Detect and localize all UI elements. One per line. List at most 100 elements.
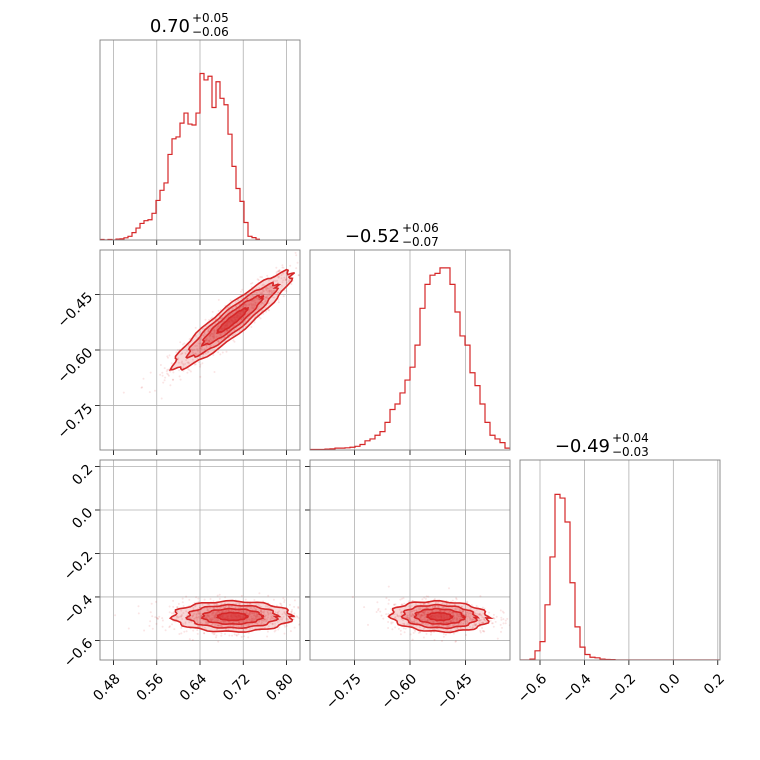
sample-point — [237, 633, 240, 636]
sample-point — [225, 350, 228, 353]
sample-point — [278, 626, 281, 629]
sample-point — [275, 271, 278, 274]
sample-point — [232, 334, 235, 337]
sample-point — [224, 633, 226, 635]
sample-point — [423, 612, 425, 615]
sample-point — [215, 335, 218, 338]
sample-point — [442, 606, 445, 609]
sample-point — [391, 628, 394, 631]
sample-point — [238, 329, 241, 332]
sample-point — [209, 598, 212, 600]
sample-point — [239, 606, 242, 609]
sample-point — [259, 317, 262, 320]
sample-point — [495, 615, 498, 618]
sample-point — [199, 617, 202, 620]
sample-point — [201, 346, 204, 349]
sample-point — [375, 611, 378, 613]
sample-point — [483, 619, 486, 622]
sample-point — [460, 605, 463, 608]
sample-point — [186, 371, 189, 374]
sample-point — [206, 614, 209, 617]
sample-point — [212, 611, 215, 614]
sample-point — [216, 326, 219, 329]
sample-point — [482, 616, 485, 619]
panel-title: −0.52 — [345, 226, 400, 247]
sample-point — [286, 618, 289, 621]
sample-point — [282, 272, 285, 275]
sample-point — [453, 616, 456, 619]
sample-point — [182, 605, 185, 607]
sample-point — [182, 362, 184, 365]
sample-point — [259, 612, 262, 615]
sample-point — [283, 612, 286, 614]
sample-point — [192, 351, 194, 354]
sample-point — [245, 610, 248, 613]
sample-point — [422, 622, 425, 625]
sample-point — [313, 624, 315, 626]
sample-point — [137, 605, 140, 608]
sample-point — [206, 614, 209, 616]
sample-point — [504, 622, 507, 625]
sample-point — [199, 338, 202, 341]
sample-point — [246, 623, 249, 626]
sample-point — [256, 623, 259, 626]
sample-point — [479, 595, 482, 598]
sample-point — [213, 318, 216, 321]
sample-point — [176, 615, 179, 618]
sample-point — [478, 619, 480, 621]
sample-point — [422, 611, 425, 613]
sample-point — [482, 630, 485, 633]
sample-point — [456, 617, 459, 620]
sample-point — [266, 611, 269, 614]
sample-point — [290, 283, 293, 285]
sample-point — [248, 611, 251, 614]
sample-point — [302, 619, 304, 621]
sample-point — [285, 290, 288, 293]
sample-point — [424, 623, 427, 626]
sample-point — [274, 280, 277, 283]
sample-point — [226, 329, 229, 332]
sample-point — [193, 612, 196, 615]
sample-point — [434, 606, 436, 609]
sample-point — [306, 278, 308, 280]
sample-point — [181, 622, 184, 625]
sample-point — [212, 607, 215, 610]
sample-point — [409, 633, 412, 636]
sample-point — [250, 606, 253, 609]
sample-point — [453, 617, 456, 620]
sample-point — [197, 615, 200, 618]
sample-point — [219, 625, 222, 627]
sample-point — [482, 621, 485, 624]
sample-point — [456, 607, 459, 610]
sample-point — [437, 602, 439, 605]
sample-point — [263, 300, 266, 303]
sample-point — [267, 613, 270, 616]
sample-point — [277, 276, 280, 279]
sample-point — [454, 640, 457, 643]
sample-point — [465, 611, 468, 614]
sample-point — [321, 618, 323, 620]
sample-point — [218, 612, 221, 615]
sample-point — [149, 371, 152, 374]
sample-point — [252, 295, 254, 298]
sample-point — [439, 609, 442, 612]
sample-point — [387, 602, 390, 605]
sample-point — [268, 287, 271, 290]
sample-point — [462, 609, 465, 612]
sample-point — [204, 318, 207, 321]
density-contour — [425, 611, 454, 622]
sample-point — [413, 620, 416, 623]
sample-point — [255, 297, 258, 300]
sample-point — [398, 614, 401, 617]
sample-point — [212, 354, 215, 356]
density-contour — [185, 281, 282, 359]
sample-point — [251, 627, 254, 629]
sample-point — [233, 633, 236, 636]
sample-point — [216, 611, 219, 614]
sample-point — [168, 605, 171, 608]
sample-point — [427, 595, 430, 598]
sample-point — [242, 629, 245, 632]
y-tick-label: −0.2 — [61, 548, 96, 583]
sample-point — [211, 316, 214, 319]
sample-point — [220, 625, 223, 628]
